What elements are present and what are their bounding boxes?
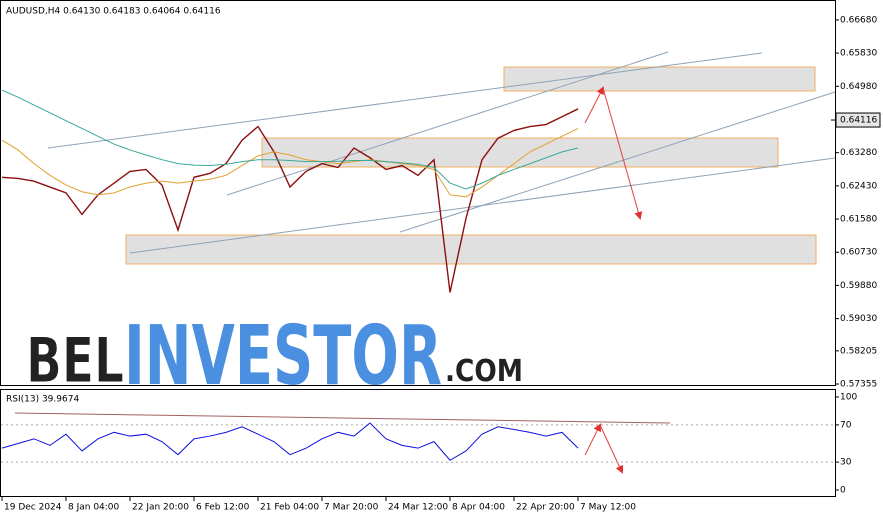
x-tick-label: 21 Feb 04:00 (260, 503, 319, 513)
chart-title: AUDUSD,H4 0.64130 0.64183 0.64064 0.6411… (6, 7, 221, 17)
zone (261, 137, 779, 168)
y-tick-label: 0.63280 (840, 148, 877, 158)
x-tick-label: 7 May 12:00 (580, 503, 636, 513)
y-tick-label: 0.66680 (840, 15, 877, 25)
trend-line (226, 51, 669, 196)
series-line (1, 89, 579, 190)
series-line (1, 422, 579, 461)
y-tick-label: 0.64980 (840, 82, 877, 92)
y-tick-label: 0.62430 (840, 181, 877, 191)
y-tick-label: 0.60730 (840, 248, 877, 258)
x-tick-label: 24 Mar 12:00 (388, 503, 448, 513)
arrow (599, 424, 624, 474)
x-tick-label: 8 Jan 04:00 (68, 503, 120, 513)
x-tick-label: 7 Mar 20:00 (324, 503, 379, 513)
y-tick-label: 0 (840, 486, 846, 496)
y-tick-label: 0.59030 (840, 314, 877, 324)
x-tick-label: 8 Apr 04:00 (452, 503, 505, 513)
rsi-trend-line (14, 412, 671, 424)
x-tick-label: 6 Feb 12:00 (196, 503, 250, 513)
trend-lines (14, 51, 836, 424)
y-tick-label: 0.58205 (840, 346, 877, 356)
arrow (584, 86, 604, 124)
x-tick-label: 19 Dec 2024 (4, 503, 62, 513)
price-panel-frame (0, 0, 836, 386)
y-tick-label: 0.57355 (840, 380, 877, 390)
last-price-label: 0.64116 (840, 116, 877, 126)
watermark-left: BEL (26, 324, 124, 397)
zone (125, 234, 817, 265)
trend-line (129, 157, 836, 254)
y-tick-label: 0.65830 (840, 49, 877, 59)
x-tick-label: 22 Jan 20:00 (132, 503, 189, 513)
y-tick-label: 30 (840, 458, 852, 468)
y-tick-label: 0.61580 (840, 215, 877, 225)
arrow (602, 87, 643, 220)
zone (503, 66, 816, 92)
y-tick-label: 70 (840, 420, 852, 430)
rsi-panel-frame (0, 389, 836, 497)
last-price-box (835, 112, 881, 128)
series-line (1, 128, 579, 198)
watermark-right: .COM (445, 354, 523, 389)
trend-line (399, 91, 836, 233)
arrows (584, 86, 643, 474)
zones (125, 66, 817, 265)
watermark: BEL INVESTOR .COM (26, 309, 524, 404)
arrow (584, 423, 601, 456)
rsi-title: RSI(13) 39.9674 (6, 395, 79, 405)
y-tick-label: 100 (840, 392, 857, 402)
trend-line (47, 52, 763, 149)
watermark-main: INVESTOR (124, 309, 442, 404)
y-tick-label: 0.59880 (840, 281, 877, 291)
x-tick-label: 22 Apr 20:00 (516, 503, 575, 513)
